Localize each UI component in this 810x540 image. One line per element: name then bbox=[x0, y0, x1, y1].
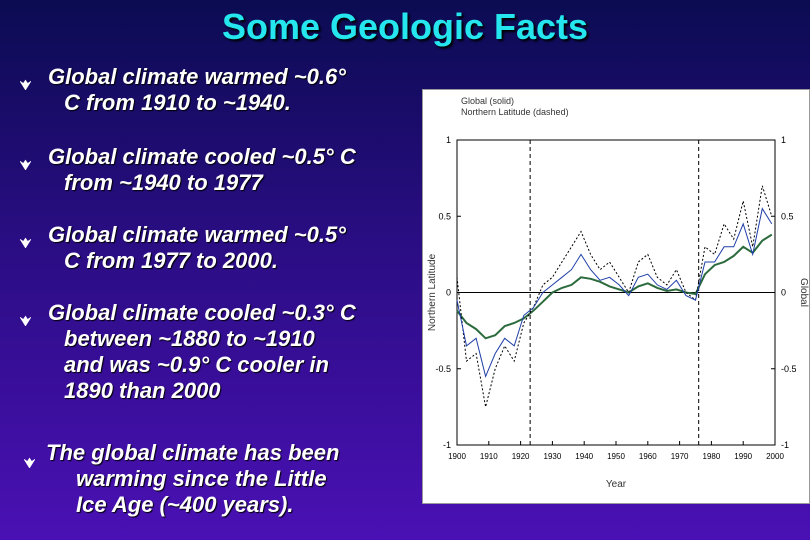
series-line-0 bbox=[456, 233, 773, 340]
bullet-line: Global climate warmed ~0.6° bbox=[48, 64, 346, 89]
y-tick-label-left: -0.5 bbox=[435, 364, 451, 374]
x-tick-label: 1950 bbox=[607, 452, 625, 461]
series-line-1 bbox=[456, 185, 773, 408]
chart-svg: Global (solid)Northern Latitude (dashed)… bbox=[427, 96, 809, 490]
y-tick-label-right: 1 bbox=[781, 135, 786, 145]
bullet-line: between ~1880 to ~1910 bbox=[64, 326, 315, 351]
y-tick-label-left: 1 bbox=[446, 135, 451, 145]
temperature-chart: Global (solid) Northern Latitude (dashed)… bbox=[422, 89, 810, 504]
y-tick-label-right: -1 bbox=[781, 440, 789, 450]
bullet-line: from ~1940 to 1977 bbox=[64, 170, 263, 195]
x-tick-label: 1900 bbox=[448, 452, 466, 461]
legend-entry: Global (solid) bbox=[461, 96, 514, 106]
y-tick-label-right: 0 bbox=[781, 288, 786, 298]
bullet-line: Ice Age (~400 years). bbox=[76, 492, 294, 517]
y-tick-label-right: -0.5 bbox=[781, 364, 797, 374]
diamond-bullet-icon bbox=[19, 306, 32, 327]
x-tick-label: 2000 bbox=[766, 452, 784, 461]
slide-title: Some Geologic Facts bbox=[221, 6, 589, 47]
diamond-bullet-icon bbox=[19, 70, 32, 91]
y-tick-label-right: 0.5 bbox=[781, 211, 794, 221]
x-tick-label: 1930 bbox=[544, 452, 562, 461]
y-tick-label-left: 0 bbox=[446, 288, 451, 298]
bullet-line: The global climate has been bbox=[46, 440, 340, 465]
x-tick-label: 1990 bbox=[734, 452, 752, 461]
bullet-line: C from 1910 to ~1940. bbox=[64, 90, 291, 115]
bullet-line: Global climate cooled ~0.3° C bbox=[48, 300, 356, 325]
diamond-bullet-icon bbox=[19, 150, 32, 171]
bullet-line: warming since the Little bbox=[76, 466, 327, 491]
y-tick-label-left: 0.5 bbox=[438, 211, 451, 221]
x-tick-label: 1910 bbox=[480, 452, 498, 461]
x-tick-label: 1960 bbox=[639, 452, 657, 461]
bullet-line: C from 1977 to 2000. bbox=[64, 248, 278, 273]
bullet-line: and was ~0.9° C cooler in bbox=[64, 352, 329, 377]
x-tick-label: 1920 bbox=[512, 452, 530, 461]
bullet-line: Global climate cooled ~0.5° C bbox=[48, 144, 356, 169]
y-axis-label-left: Northern Latitude bbox=[427, 253, 438, 331]
y-tick-label-left: -1 bbox=[443, 440, 451, 450]
diamond-bullet-icon bbox=[19, 228, 32, 249]
bullet-line: Global climate warmed ~0.5° bbox=[48, 222, 346, 247]
x-tick-label: 1940 bbox=[575, 452, 593, 461]
x-tick-label: 1970 bbox=[671, 452, 689, 461]
y-axis-label-right: Global bbox=[798, 278, 809, 307]
x-tick-label: 1980 bbox=[703, 452, 721, 461]
legend-entry: Northern Latitude (dashed) bbox=[461, 107, 569, 117]
series-line-2 bbox=[456, 207, 773, 378]
bullet-line: 1890 than 2000 bbox=[64, 378, 221, 403]
x-axis-label: Year bbox=[606, 479, 627, 490]
